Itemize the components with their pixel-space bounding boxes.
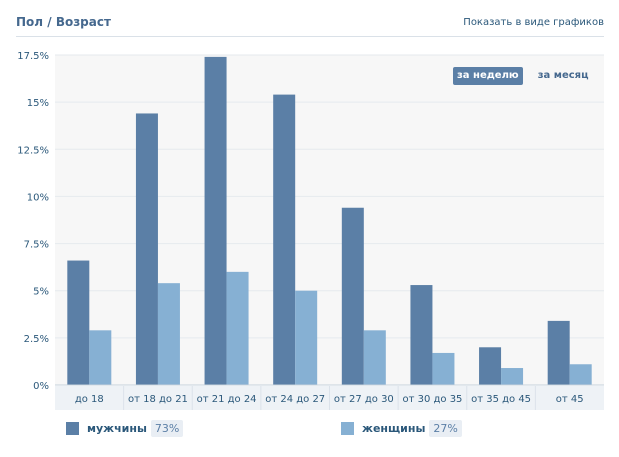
x-tick-label: от 21 до 24	[197, 394, 257, 405]
x-tick-label: до 18	[75, 394, 104, 405]
bar-men[interactable]	[204, 56, 227, 385]
legend-pct-women: 27%	[429, 419, 462, 437]
bar-men[interactable]	[479, 347, 502, 385]
bar-women[interactable]	[569, 364, 592, 385]
period-week-button[interactable]: за неделю	[453, 67, 523, 85]
bar-women[interactable]	[295, 290, 318, 385]
bar-men[interactable]	[135, 113, 158, 385]
y-tick-label: 2.5%	[24, 334, 49, 345]
y-tick-label: 10%	[27, 192, 49, 203]
y-tick-label: 12.5%	[17, 145, 49, 156]
bar-men[interactable]	[273, 94, 296, 385]
y-tick-label: 5%	[33, 287, 49, 298]
x-tick-label: от 27 до 30	[334, 394, 394, 405]
bar-women[interactable]	[226, 271, 249, 385]
x-tick-label: от 45	[556, 394, 584, 405]
legend-pct-men: 73%	[150, 419, 184, 437]
x-tick-label: от 24 до 27	[265, 394, 325, 405]
bars	[67, 56, 592, 385]
bar-women[interactable]	[89, 330, 112, 385]
y-tick-label: 15%	[27, 98, 49, 109]
legend-swatch-men	[66, 421, 79, 435]
bar-women[interactable]	[157, 283, 180, 385]
period-month-button[interactable]: за месяц	[537, 70, 589, 81]
y-tick-label: 7.5%	[24, 240, 49, 251]
bar-men[interactable]	[410, 285, 433, 385]
page-title: Пол / Возраст	[16, 15, 111, 29]
legend-swatch-women	[341, 421, 354, 435]
x-tick-label: от 30 до 35	[402, 394, 462, 405]
legend-label-men: мужчины	[87, 421, 147, 435]
show-as-graphs-link[interactable]: Показать в виде графиков	[463, 17, 604, 28]
legend-item-women[interactable]: женщины 27%	[341, 418, 462, 438]
x-tick-label: от 35 до 45	[471, 394, 531, 405]
bar-women[interactable]	[363, 330, 386, 385]
y-tick-label: 17.5%	[17, 51, 49, 62]
y-tick-labels: 0% 2.5% 5% 7.5% 10% 12.5% 15% 17.5%	[17, 51, 49, 392]
x-tick-labels: до 18 от 18 до 21 от 21 до 24 от 24 до 27 от…	[75, 386, 584, 410]
period-switch: за неделю за месяц	[453, 63, 599, 85]
bar-women[interactable]	[432, 352, 455, 385]
bar-men[interactable]	[341, 207, 364, 385]
bar-men[interactable]	[67, 260, 90, 385]
legend-item-men[interactable]: мужчины 73%	[66, 418, 184, 438]
bar-men[interactable]	[547, 320, 570, 385]
bar-women[interactable]	[501, 368, 524, 385]
x-tick-label: от 18 до 21	[128, 394, 188, 405]
age-gender-bar-chart: 0% 2.5% 5% 7.5% 10% 12.5% 15% 17.5% до 18 от 18 …	[17, 51, 604, 410]
section-header: Пол / Возраст Показать в виде графиков	[16, 0, 604, 37]
legend-label-women: женщины	[362, 421, 426, 435]
y-tick-label: 0%	[33, 381, 49, 392]
chart-legend: мужчины 73% женщины 27%	[66, 418, 606, 440]
